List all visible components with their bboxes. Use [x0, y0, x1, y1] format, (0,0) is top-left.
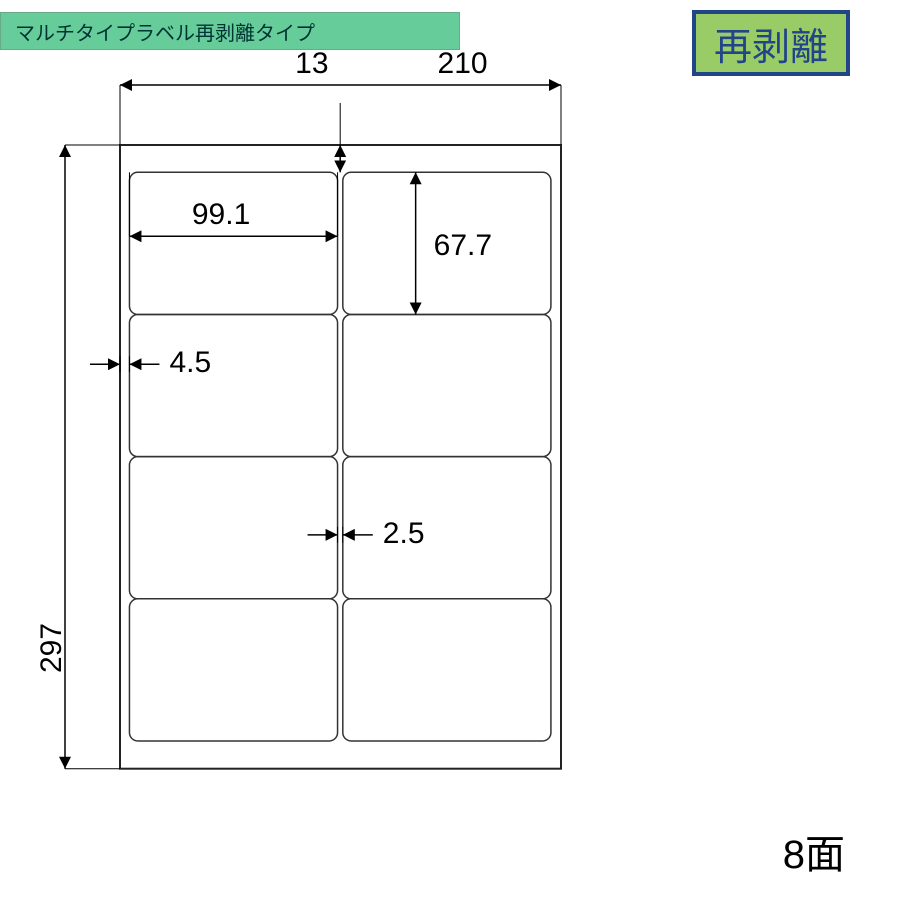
dim-label-height: 67.7	[434, 229, 492, 263]
faces-count: 8面	[783, 822, 845, 880]
dim-sheet-height: 297	[35, 623, 69, 673]
dim-sheet-width: 210	[438, 47, 488, 81]
dim-left-margin: 4.5	[169, 346, 211, 380]
label-sheet-diagram	[0, 0, 900, 900]
dim-h-gap: 2.5	[383, 517, 425, 551]
dim-label-width: 99.1	[192, 198, 250, 232]
dim-top-margin: 13	[295, 47, 328, 81]
